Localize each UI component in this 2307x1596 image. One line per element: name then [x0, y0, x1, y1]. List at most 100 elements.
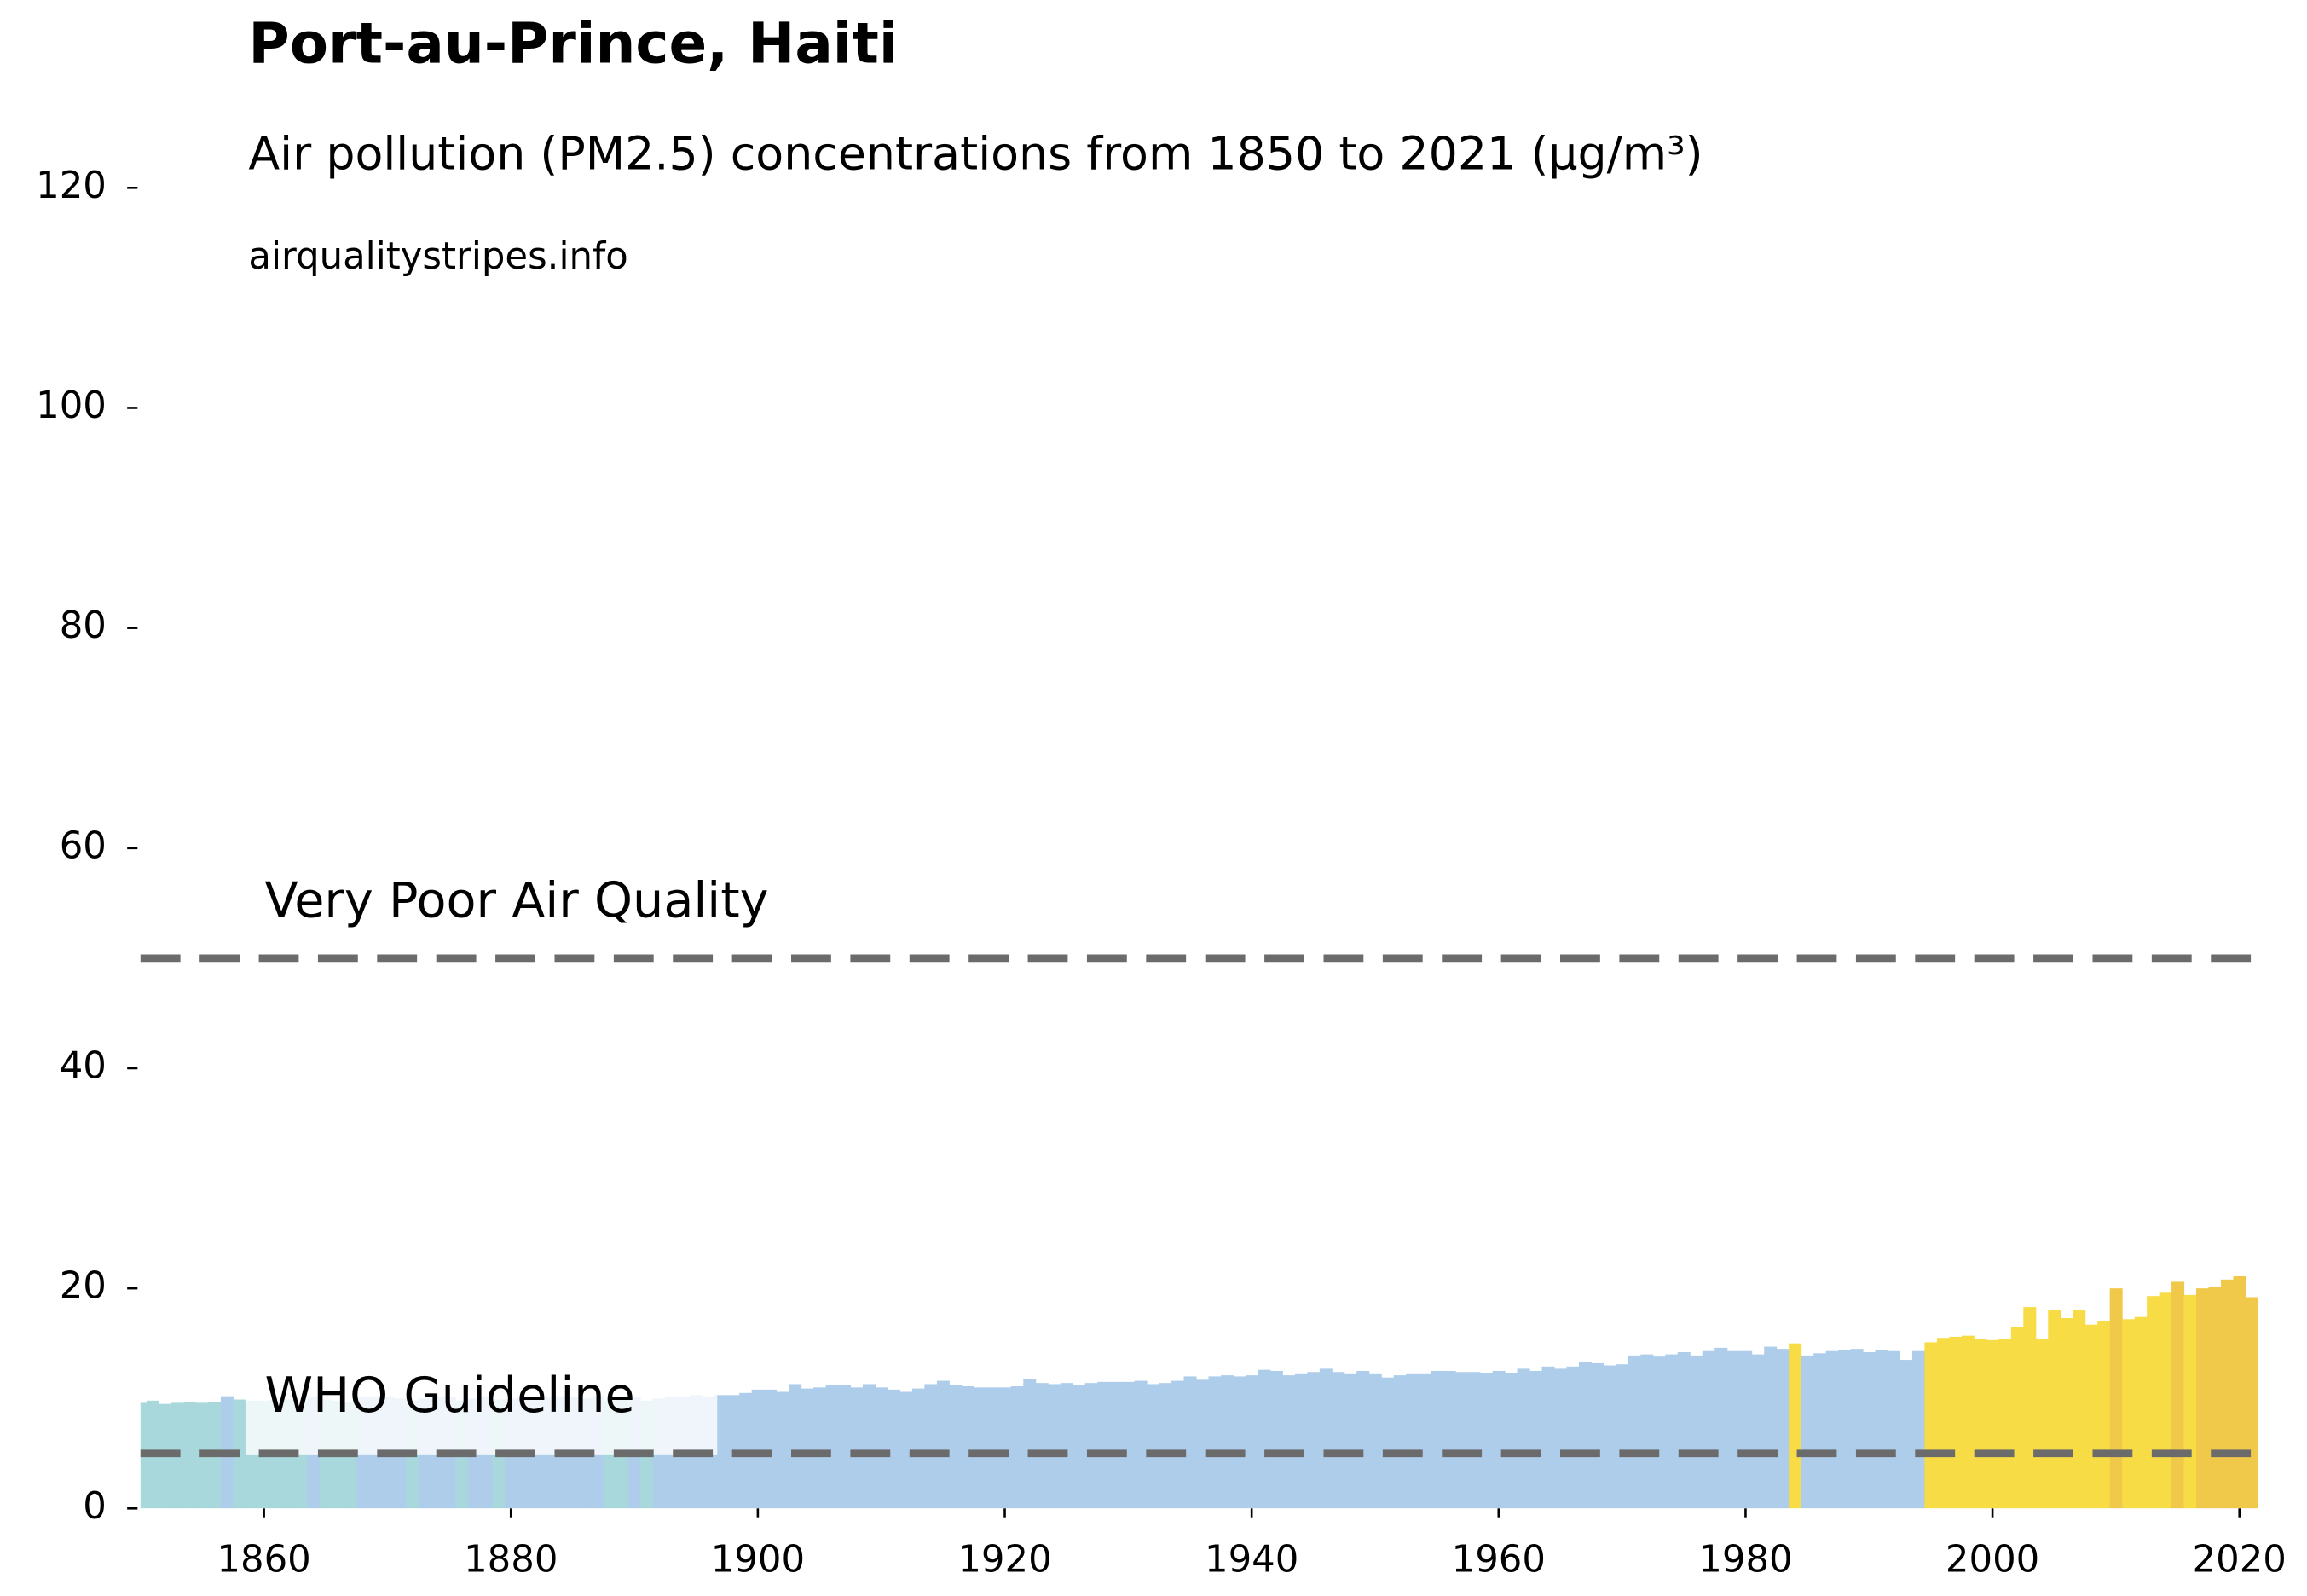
bar [1010, 1386, 1024, 1509]
bar [2171, 1281, 2185, 1509]
bar [1887, 1350, 1900, 1509]
bar [961, 1386, 974, 1509]
bar [1702, 1350, 1715, 1509]
x-tick-label: 2020 [2193, 1538, 2287, 1581]
bar [801, 1388, 814, 1509]
bar [2060, 1317, 2073, 1509]
bar [1628, 1355, 1641, 1509]
chart-source: airqualitystripes.info [248, 235, 627, 278]
bar [1171, 1380, 1185, 1509]
bar [1813, 1353, 1827, 1509]
bar [2221, 1279, 2235, 1509]
bar [1640, 1354, 1654, 1509]
bar [2010, 1327, 2024, 1509]
bar [1060, 1383, 1073, 1509]
bar [1381, 1377, 1395, 1509]
bar [1553, 1368, 1567, 1509]
bar [1850, 1349, 1864, 1509]
y-tick-label: 120 [36, 165, 107, 207]
bar [911, 1388, 925, 1509]
axes: 0 20 40 60 80 100 120 1860 1880 1900 1920 1940 1960 1… [36, 165, 2287, 1581]
x-tick-label: 2000 [1946, 1538, 2039, 1581]
bar [764, 1389, 778, 1509]
bar [1282, 1375, 1296, 1509]
bar [1048, 1384, 1061, 1509]
bar [1356, 1370, 1370, 1509]
bar [1294, 1373, 1308, 1509]
bar [2035, 1339, 2049, 1509]
bar [1220, 1375, 1234, 1509]
y-tick-label: 80 [60, 604, 107, 647]
bar [1677, 1352, 1691, 1509]
bar [1307, 1372, 1321, 1509]
x-tick-label: 1960 [1452, 1538, 1546, 1581]
bar [1591, 1362, 1604, 1509]
bar [887, 1389, 900, 1509]
bar [986, 1387, 999, 1509]
bar [1159, 1383, 1172, 1509]
bar [1073, 1385, 1086, 1509]
bar [1084, 1383, 1098, 1509]
reference-label: Very Poor Air Quality [264, 872, 768, 928]
bar [1492, 1370, 1506, 1509]
bar [1541, 1366, 1555, 1509]
bar [1393, 1375, 1407, 1509]
bar [1924, 1342, 1938, 1509]
bar [2147, 1296, 2160, 1509]
bar [1739, 1350, 1753, 1509]
y-tick-label: 0 [83, 1485, 107, 1528]
bar [924, 1384, 938, 1509]
bar [1751, 1354, 1765, 1509]
bar [1986, 1339, 1999, 1509]
bar [1332, 1372, 1345, 1509]
bar [1319, 1368, 1333, 1509]
y-tick-label: 100 [36, 385, 107, 427]
bar [1431, 1370, 1444, 1509]
bar [789, 1384, 802, 1509]
label-box [245, 1369, 718, 1455]
bar [1233, 1376, 1246, 1509]
bar [2109, 1288, 2123, 1509]
bar [2048, 1310, 2061, 1509]
bar [1183, 1376, 1197, 1509]
bar [1344, 1373, 1357, 1509]
bar [1480, 1373, 1494, 1509]
bar [2134, 1316, 2148, 1509]
bar [1714, 1347, 1728, 1509]
bar [1443, 1370, 1456, 1509]
bar [1616, 1364, 1629, 1509]
bar [1406, 1373, 1419, 1509]
bar [1505, 1373, 1518, 1509]
bar [1801, 1355, 1814, 1509]
bar [875, 1387, 888, 1509]
bar [1134, 1380, 1148, 1509]
x-tick-label: 1940 [1205, 1538, 1298, 1581]
x-tick-label: 1860 [217, 1538, 310, 1581]
bar [1147, 1384, 1160, 1509]
bar [899, 1391, 913, 1509]
bar [1998, 1339, 2012, 1509]
bar [751, 1389, 765, 1509]
x-tick-label: 1920 [957, 1538, 1051, 1581]
bar [1269, 1370, 1283, 1509]
bar [1517, 1368, 1530, 1509]
reference-label: WHO Guideline [264, 1368, 634, 1424]
bar [1196, 1379, 1210, 1509]
bar [1665, 1354, 1679, 1509]
bar [1825, 1350, 1839, 1509]
bar [1245, 1375, 1258, 1509]
bar [2245, 1297, 2258, 1509]
bar [1764, 1346, 1778, 1509]
bar [1529, 1370, 1543, 1509]
bar [1208, 1376, 1222, 1509]
bar [1566, 1366, 1580, 1509]
bar [1418, 1373, 1431, 1509]
bar [2097, 1321, 2111, 1509]
bar [1863, 1352, 1876, 1509]
y-tick-label: 60 [60, 824, 107, 867]
bar [1936, 1338, 1950, 1509]
x-tick-label: 1900 [711, 1538, 805, 1581]
bar [1974, 1339, 1987, 1509]
bar [974, 1387, 987, 1509]
